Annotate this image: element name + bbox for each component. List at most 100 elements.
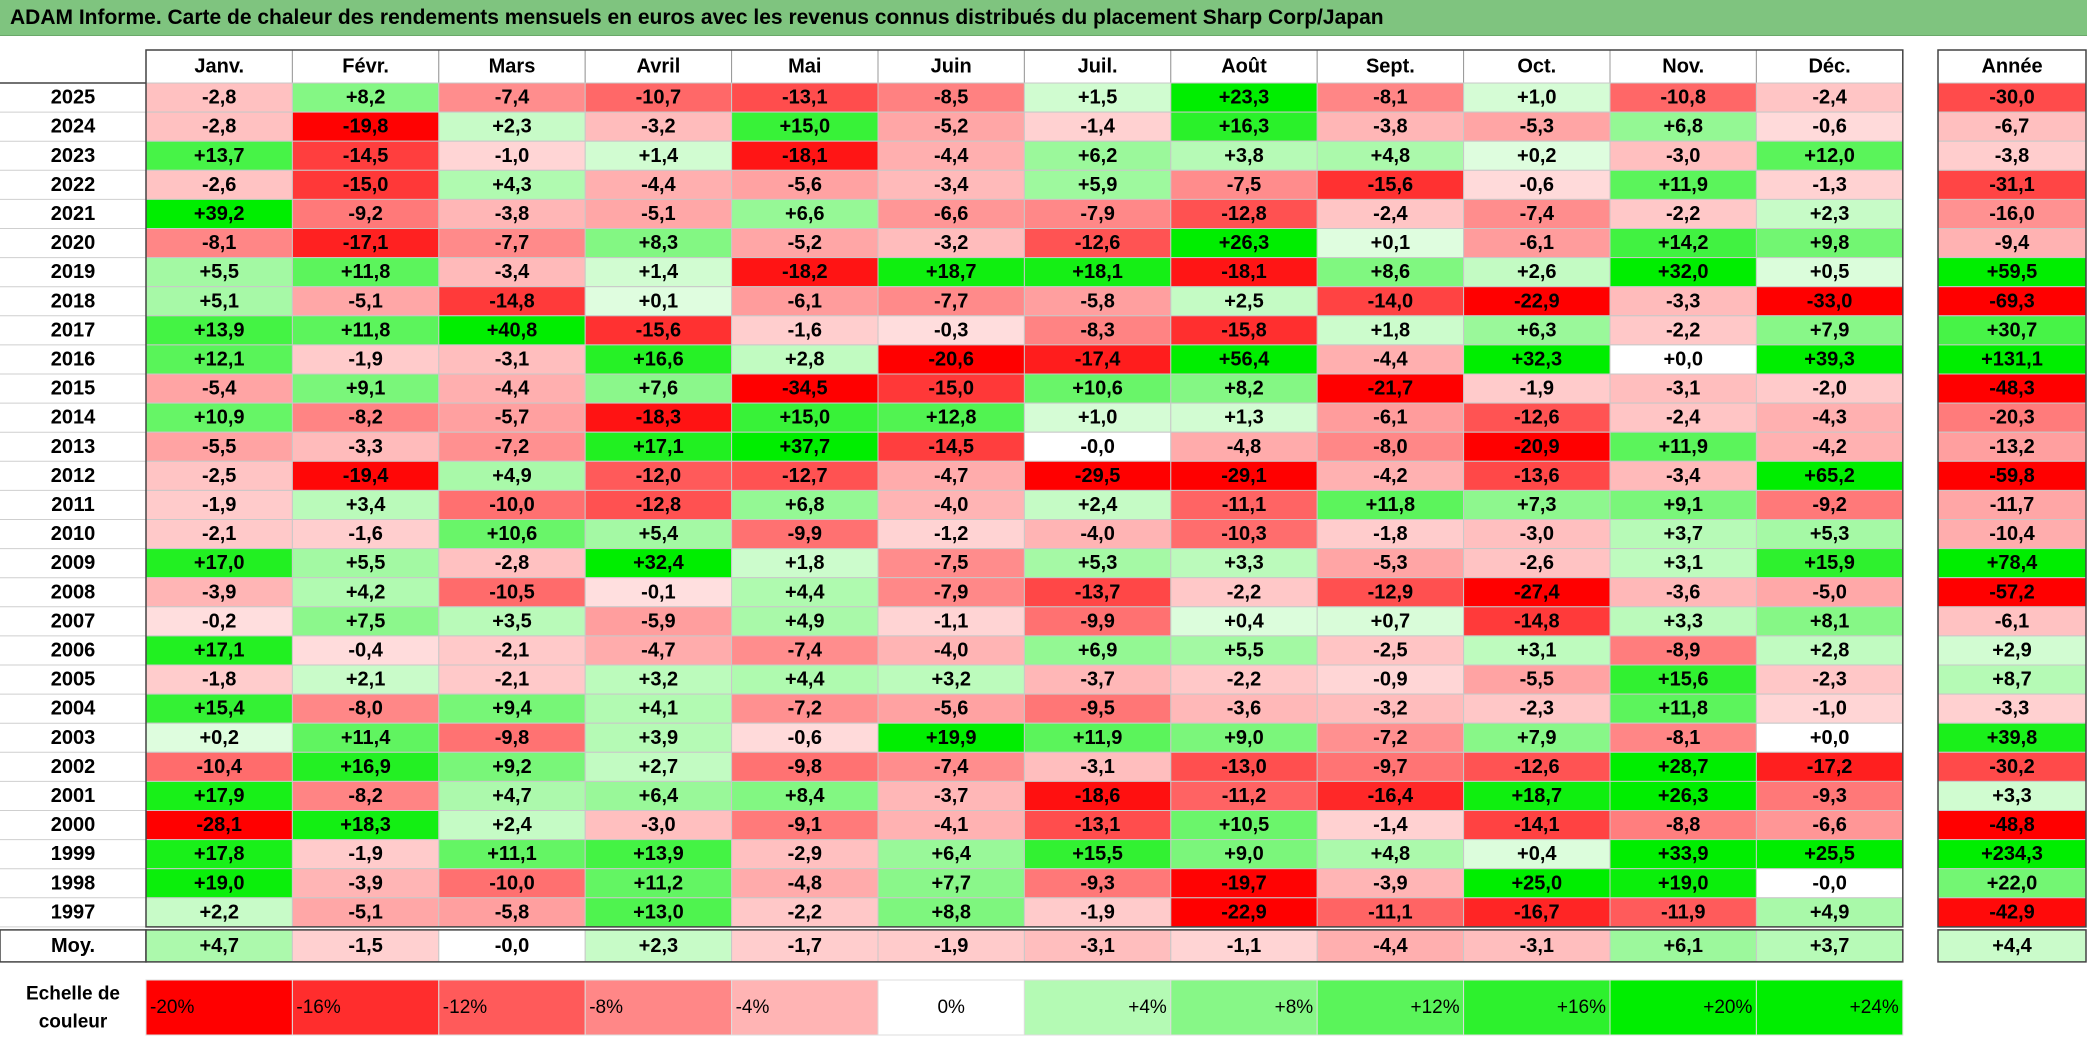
row-year-label: 2022 xyxy=(51,174,96,196)
column-header-label: Juil. xyxy=(1078,56,1118,78)
heatmap-cell-value: -5,5 xyxy=(202,436,236,458)
row-year-label: 2011 xyxy=(51,494,94,516)
heatmap-cell xyxy=(731,839,879,870)
heatmap-cell xyxy=(1463,810,1611,841)
average-cell-value: -4,4 xyxy=(1373,935,1408,957)
heatmap-cell-value: +1,0 xyxy=(1517,87,1556,109)
heatmap-cell-value: +0,1 xyxy=(639,290,678,312)
heatmap-cell xyxy=(438,780,586,812)
heatmap-cell-value: -7,7 xyxy=(934,290,968,312)
heatmap-cell-value: +11,9 xyxy=(1658,436,1708,458)
column-header-cell xyxy=(145,49,293,84)
heatmap-cell-value: -0,1 xyxy=(641,581,675,603)
heatmap-cell-value: -1,3 xyxy=(1812,174,1846,196)
heatmap-cell xyxy=(731,664,879,695)
heatmap-cell-value: +3,3 xyxy=(1663,610,1702,632)
heatmap-cell-value: +4,1 xyxy=(639,698,678,720)
annual-cell-value: -16,0 xyxy=(1989,203,2035,225)
heatmap-cell xyxy=(731,344,879,375)
heatmap-cell-value: -0,0 xyxy=(1080,436,1114,458)
annual-cell xyxy=(1937,402,2087,433)
heatmap-cell-value: -3,4 xyxy=(934,174,969,196)
heatmap-cell-value: -1,8 xyxy=(1373,523,1407,545)
heatmap-cell xyxy=(1755,373,1904,404)
heatmap-cell xyxy=(731,140,879,171)
heatmap-cell xyxy=(1316,315,1465,346)
heatmap-cell-value: -18,1 xyxy=(782,145,828,167)
heatmap-cell-value: +12,1 xyxy=(194,348,245,370)
heatmap-cell xyxy=(1170,751,1318,782)
heatmap-cell-value: +3,9 xyxy=(639,727,678,749)
heatmap-cell-value: +5,3 xyxy=(1810,523,1849,545)
heatmap-cell-value: +11,2 xyxy=(634,872,684,894)
heatmap-cell xyxy=(438,693,586,724)
heatmap-cell-value: -15,0 xyxy=(928,378,974,400)
color-scale-swatch xyxy=(145,979,293,1036)
heatmap-cell-value: +3,5 xyxy=(492,610,531,632)
annual-cell-value: +8,7 xyxy=(1992,669,2031,691)
heatmap-cell-value: -4,2 xyxy=(1812,436,1846,458)
heatmap-cell xyxy=(1463,140,1611,171)
heatmap-cell xyxy=(1023,577,1172,608)
heatmap-cell-value: -2,4 xyxy=(1812,87,1847,109)
heatmap-cell-value: +26,3 xyxy=(1219,232,1270,254)
heatmap-cell-value: -1,0 xyxy=(495,145,529,167)
heatmap-cell xyxy=(584,373,733,404)
heatmap-cell xyxy=(877,519,1025,550)
heatmap-cell-value: -2,4 xyxy=(1373,203,1408,225)
heatmap-cell-value: +11,1 xyxy=(487,843,537,865)
heatmap-cell xyxy=(1755,257,1904,288)
heatmap-cell-value: -4,2 xyxy=(1373,465,1407,487)
heatmap-cell xyxy=(291,577,440,608)
heatmap-cell-value: -13,6 xyxy=(1514,465,1560,487)
heatmap-cell xyxy=(877,897,1025,928)
color-scale-label: couleur xyxy=(39,1012,108,1033)
heatmap-cell-value: +33,9 xyxy=(1658,843,1709,865)
heatmap-cell-value: +56,4 xyxy=(1219,348,1270,370)
heatmap-cell-value: +13,7 xyxy=(194,145,245,167)
heatmap-cell xyxy=(1170,519,1318,550)
heatmap-cell-value: -7,5 xyxy=(1227,174,1261,196)
heatmap-cell-value: -10,5 xyxy=(489,581,535,603)
row-year-label: 2012 xyxy=(51,465,96,487)
heatmap-cell-value: +4,2 xyxy=(346,581,385,603)
heatmap-cell xyxy=(1170,635,1318,666)
heatmap-cell-value: +1,3 xyxy=(1224,407,1263,429)
column-header-label: Mars xyxy=(489,56,536,78)
heatmap-cell-value: -1,2 xyxy=(934,523,968,545)
heatmap-cell-value: -6,6 xyxy=(1812,814,1846,836)
heatmap-cell-value: -19,4 xyxy=(343,465,389,487)
heatmap-cell-value: -11,9 xyxy=(1661,901,1705,923)
heatmap-cell xyxy=(877,489,1025,520)
heatmap-cell xyxy=(1023,140,1172,171)
heatmap-cell-value: -9,2 xyxy=(1812,494,1846,516)
heatmap-cell-value: +0,2 xyxy=(199,727,238,749)
heatmap-cell-value: +5,3 xyxy=(1078,552,1117,574)
heatmap-cell xyxy=(1463,315,1611,346)
annual-cell-value: -6,7 xyxy=(1995,116,2029,138)
heatmap-cell-value: +16,6 xyxy=(633,348,684,370)
heatmap-cell xyxy=(1609,722,1757,753)
heatmap-cell-value: -15,8 xyxy=(1221,319,1267,341)
heatmap-cell-value: -2,0 xyxy=(1812,378,1846,400)
heatmap-cell-value: -1,6 xyxy=(348,523,382,545)
heatmap-cell xyxy=(1463,780,1611,812)
annual-cell-value: +30,7 xyxy=(1987,319,2038,341)
heatmap-cell xyxy=(1609,839,1757,870)
heatmap-cell-value: +4,8 xyxy=(1371,843,1410,865)
heatmap-cell xyxy=(584,635,733,666)
heatmap-cell-value: +0,2 xyxy=(1517,145,1556,167)
heatmap-cell-value: +19,0 xyxy=(194,872,245,894)
heatmap-cell xyxy=(877,839,1025,870)
heatmap-cell-value: -2,5 xyxy=(202,465,236,487)
heatmap-cell xyxy=(1023,548,1172,579)
heatmap-cell-value: -12,8 xyxy=(1221,203,1267,225)
heatmap-cell xyxy=(438,373,586,404)
heatmap-cell-value: +1,5 xyxy=(1078,87,1117,109)
heatmap-cell-value: +4,9 xyxy=(492,465,531,487)
row-year-label: 2007 xyxy=(51,610,96,632)
heatmap-cell xyxy=(877,402,1025,433)
heatmap-cell xyxy=(438,257,586,288)
heatmap-cell-value: -5,2 xyxy=(934,116,968,138)
heatmap-cell-value: -4,1 xyxy=(934,814,968,836)
